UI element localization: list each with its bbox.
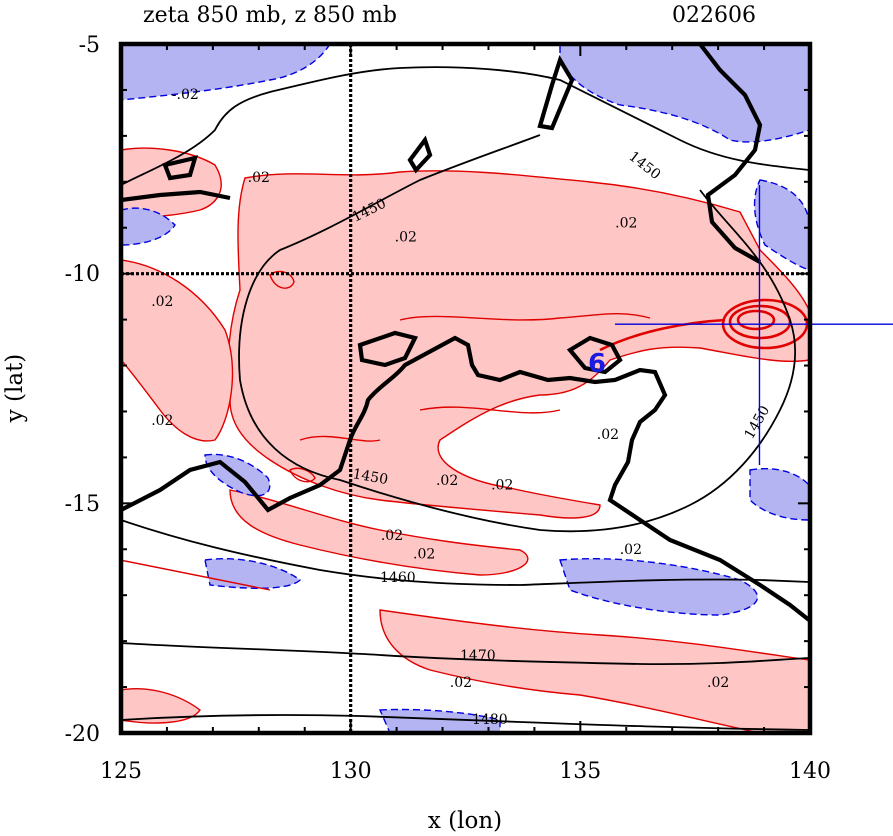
height-label-1450-northeast: 1450: [626, 149, 664, 184]
x-tick-label: 125: [100, 759, 142, 784]
vorticity-contours: [121, 270, 651, 591]
negative-region-northeast: [559, 44, 810, 143]
negative-region-east: [753, 179, 810, 271]
height-contour-1460: [121, 519, 810, 586]
y-tick-label: -10: [65, 262, 100, 287]
y-tick-label: -15: [65, 492, 100, 517]
negative-region-northwest: [121, 44, 331, 101]
positive-region-mid-band: [229, 489, 529, 576]
vorticity-label: .02: [491, 478, 513, 494]
coastline-east: [698, 44, 763, 264]
coastline: [121, 44, 810, 622]
vorticity-label: .02: [620, 542, 642, 558]
vorticity-contour: [121, 559, 271, 591]
vorticity-label: -.02: [172, 87, 199, 103]
vorticity-contour: [419, 406, 561, 414]
negative-region-south-edge: [378, 708, 501, 733]
vorticity-label: .02: [615, 216, 637, 232]
y-tick-label: -5: [79, 33, 100, 58]
vorticity-labels: -.02 .02 .02 .02 .02 .02 .02 .02 .02 .02 .02 .02 .02…: [151, 87, 729, 691]
positive-region-left-band: [121, 259, 234, 442]
height-contour-1450-loop: [238, 134, 797, 533]
height-label-1460: 1460: [380, 570, 416, 586]
height-label-1450-south: 1450: [351, 466, 389, 488]
height-contour-1470: [121, 642, 810, 666]
x-tick-label: 130: [330, 759, 372, 784]
negative-region-west-small: [121, 207, 176, 246]
positive-region-south-band: [379, 609, 810, 733]
y-tick-labels: -5 -10 -15 -20: [65, 33, 100, 747]
height-contour-1480: [121, 714, 810, 731]
vorticity-label: .02: [450, 675, 472, 691]
vorticity-label: .02: [597, 427, 619, 443]
negative-region-east-mid: [749, 468, 810, 521]
x-tick-labels: 125 130 135 140: [100, 759, 831, 784]
height-label-1450-east: 1450: [742, 403, 774, 442]
coastline-island-3: [162, 155, 199, 181]
coastline-island-1: [537, 54, 575, 131]
positive-region-main: [227, 170, 810, 519]
positive-region-southwest: [121, 688, 201, 724]
y-axis-label: y (lat): [2, 354, 28, 424]
vorticity-label: .02: [381, 528, 403, 544]
coastline-west: [121, 439, 352, 513]
plot-area: 6 -.02 .02 .02 .02 .02 .02 .02 .02 .02 .02 .02 .02.…: [121, 44, 810, 733]
negative-region-south: [204, 558, 302, 589]
height-label-1470: 1470: [460, 648, 496, 664]
coastline-main: [348, 335, 810, 622]
vorticity-label: .02: [151, 413, 173, 429]
chart-date-code: 022606: [672, 3, 756, 28]
plot-frame: [118, 41, 813, 736]
vorticity-label: .02: [395, 230, 417, 246]
chart-title: zeta 850 mb, z 850 mb: [143, 3, 397, 28]
vorticity-label: .02: [436, 473, 458, 489]
vorticity-label: .02: [413, 546, 435, 562]
x-axis-label: x (lon): [428, 808, 502, 834]
vorticity-contour: [269, 270, 295, 289]
axis-ticks: [120, 43, 811, 734]
vorticity-contour: [399, 312, 651, 321]
x-tick-label: 140: [789, 759, 831, 784]
crosshair: [615, 185, 810, 465]
y-tick-label: -20: [65, 722, 100, 747]
vorticity-contour: [299, 435, 381, 442]
vorticity-label: .02: [248, 170, 270, 186]
vorticity-contour: [289, 467, 316, 483]
x-tick-label: 135: [559, 759, 601, 784]
coastline-island-4: [566, 335, 623, 375]
height-contours: [121, 66, 810, 731]
vorticity-label: .02: [707, 675, 729, 691]
height-contour-1450-north: [121, 66, 810, 186]
positive-vorticity-fill: [121, 147, 810, 733]
coastline-timor: [121, 189, 231, 203]
vorticity-label: .02: [151, 294, 173, 310]
negative-region-southeast: [559, 558, 759, 616]
coastline-north-territory: [357, 330, 419, 368]
height-label-1480: 1480: [472, 712, 508, 728]
coastline-island-2: [407, 135, 433, 174]
cyclone-symbol: 6: [588, 349, 606, 379]
